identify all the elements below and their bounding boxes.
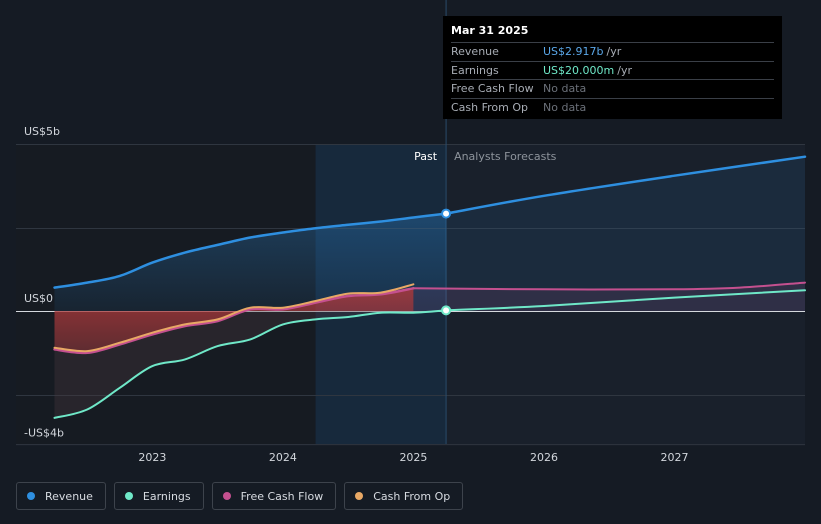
tooltip-row-earnings: Earnings US$20.000m /yr: [451, 60, 774, 80]
tooltip-value: US$20.000m: [543, 63, 615, 77]
earnings-area: [54, 310, 447, 418]
cash-from-op-line: [53, 283, 415, 353]
x-tick-label: 2027: [660, 451, 688, 464]
tooltip-value: US$2.917b: [543, 45, 604, 58]
tooltip-label: Revenue: [451, 45, 499, 58]
earnings-marker: [441, 305, 452, 316]
tooltip-label: Earnings: [451, 63, 499, 77]
legend-label: Revenue: [45, 489, 93, 503]
tooltip-value: No data: [543, 82, 587, 95]
revenue-marker: [441, 208, 452, 219]
forecast-label: Analysts Forecasts: [454, 150, 557, 163]
tooltip-unit: /yr: [606, 45, 622, 58]
tooltip-date: Mar 31 2025: [451, 24, 529, 37]
legend-item-revenue[interactable]: Revenue: [16, 482, 106, 510]
revenue-line: [53, 212, 448, 289]
tooltip-row-revenue: Revenue US$2.917b /yr: [451, 42, 774, 61]
revenue-area: [54, 213, 447, 311]
tooltip-label: Cash From Op: [451, 100, 529, 114]
hover-tooltip: Mar 31 2025 Revenue US$2.917b /yr Earnin…: [443, 16, 782, 119]
legend-item-cash-from-op[interactable]: Cash From Op: [344, 482, 464, 510]
x-tick-label: 2023: [138, 451, 166, 464]
x-tick-label: 2024: [269, 451, 297, 464]
legend-dot-icon: [222, 492, 231, 500]
x-tick-label: 2026: [530, 451, 558, 464]
chart-legend: Revenue Earnings Free Cash Flow Cash Fro…: [16, 482, 464, 510]
x-tick-label: 2025: [399, 451, 427, 464]
y-tick-label: -US$4b: [24, 427, 64, 440]
legend-dot-icon: [124, 492, 133, 500]
legend-item-free-cash-flow[interactable]: Free Cash Flow: [211, 482, 337, 510]
legend-label: Free Cash Flow: [240, 489, 324, 503]
legend-dot-icon: [355, 492, 364, 500]
tooltip-label: Free Cash Flow: [451, 82, 534, 95]
free-cash-flow-forecast-line: [412, 281, 806, 291]
revenue-forecast-area: [446, 156, 805, 311]
legend-label: Cash From Op: [373, 489, 451, 503]
legend-item-earnings[interactable]: Earnings: [113, 482, 204, 510]
legend-dot-icon: [27, 492, 35, 500]
y-tick-label: US$0: [24, 292, 53, 305]
tooltip-unit: /yr: [617, 63, 632, 77]
chart-canvas: US$5b US$0 -US$4b 2023 2024 2025 2026 2027 Past A…: [16, 0, 807, 464]
earnings-line: [53, 309, 448, 419]
free-cash-flow-line: [53, 287, 415, 355]
tooltip-row-free-cash-flow: Free Cash Flow No data: [451, 79, 774, 98]
earnings-forecast-line: [445, 289, 806, 312]
tooltip-row-cash-from-op: Cash From Op No data: [451, 97, 774, 117]
revenue-forecast-line: [444, 155, 807, 215]
y-tick-label: US$5b: [24, 125, 60, 138]
legend-label: Earnings: [142, 489, 191, 503]
past-label: Past: [414, 150, 438, 163]
tooltip-value: No data: [543, 100, 587, 114]
